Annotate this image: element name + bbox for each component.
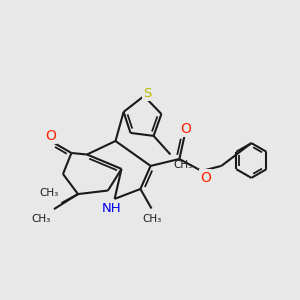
Text: CH₃: CH₃ (142, 214, 162, 224)
Text: O: O (181, 122, 191, 136)
Text: CH₃: CH₃ (173, 160, 193, 170)
Text: CH₃: CH₃ (39, 188, 58, 198)
Text: NH: NH (102, 202, 122, 215)
Text: S: S (143, 87, 151, 100)
Text: CH₃: CH₃ (32, 214, 51, 224)
Text: O: O (45, 129, 56, 143)
Text: O: O (200, 171, 211, 184)
